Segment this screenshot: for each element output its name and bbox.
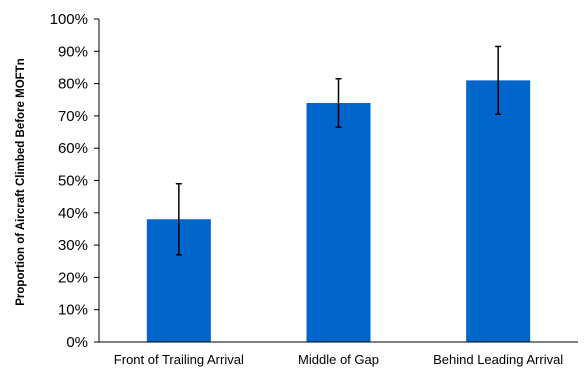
- y-tick-label: 50%: [58, 173, 88, 190]
- bar: [466, 80, 531, 343]
- y-axis-title: Proportion of Aircraft Climbed Before MO…: [15, 58, 27, 305]
- y-tick-label: 40%: [58, 205, 88, 222]
- x-tick-label: Middle of Gap: [298, 352, 379, 367]
- y-tick-label: 90%: [58, 43, 88, 60]
- x-tick-label: Behind Leading Arrival: [433, 352, 563, 367]
- x-tick-label: Front of Trailing Arrival: [114, 352, 244, 367]
- y-tick-label: 30%: [58, 237, 88, 254]
- y-tick-label: 100%: [50, 11, 88, 28]
- x-axis-labels: Front of Trailing Arrival Middle of Gap Be…: [114, 352, 564, 367]
- y-tick-label: 20%: [58, 269, 88, 286]
- y-tick-label: 10%: [58, 302, 88, 319]
- y-tick-label: 80%: [58, 76, 88, 93]
- axes: [98, 19, 578, 343]
- y-axis-title-group: Proportion of Aircraft Climbed Before MO…: [15, 58, 27, 305]
- bars: [146, 80, 531, 343]
- y-tick-label: 60%: [58, 140, 88, 157]
- y-axis-ticks: 0% 10% 20% 30% 40% 50% 60% 70% 80% 90% 100%: [50, 11, 99, 351]
- bar: [306, 102, 371, 342]
- error-bars: [175, 45, 502, 256]
- y-tick-label: 70%: [58, 108, 88, 125]
- y-tick-label: 0%: [66, 334, 88, 351]
